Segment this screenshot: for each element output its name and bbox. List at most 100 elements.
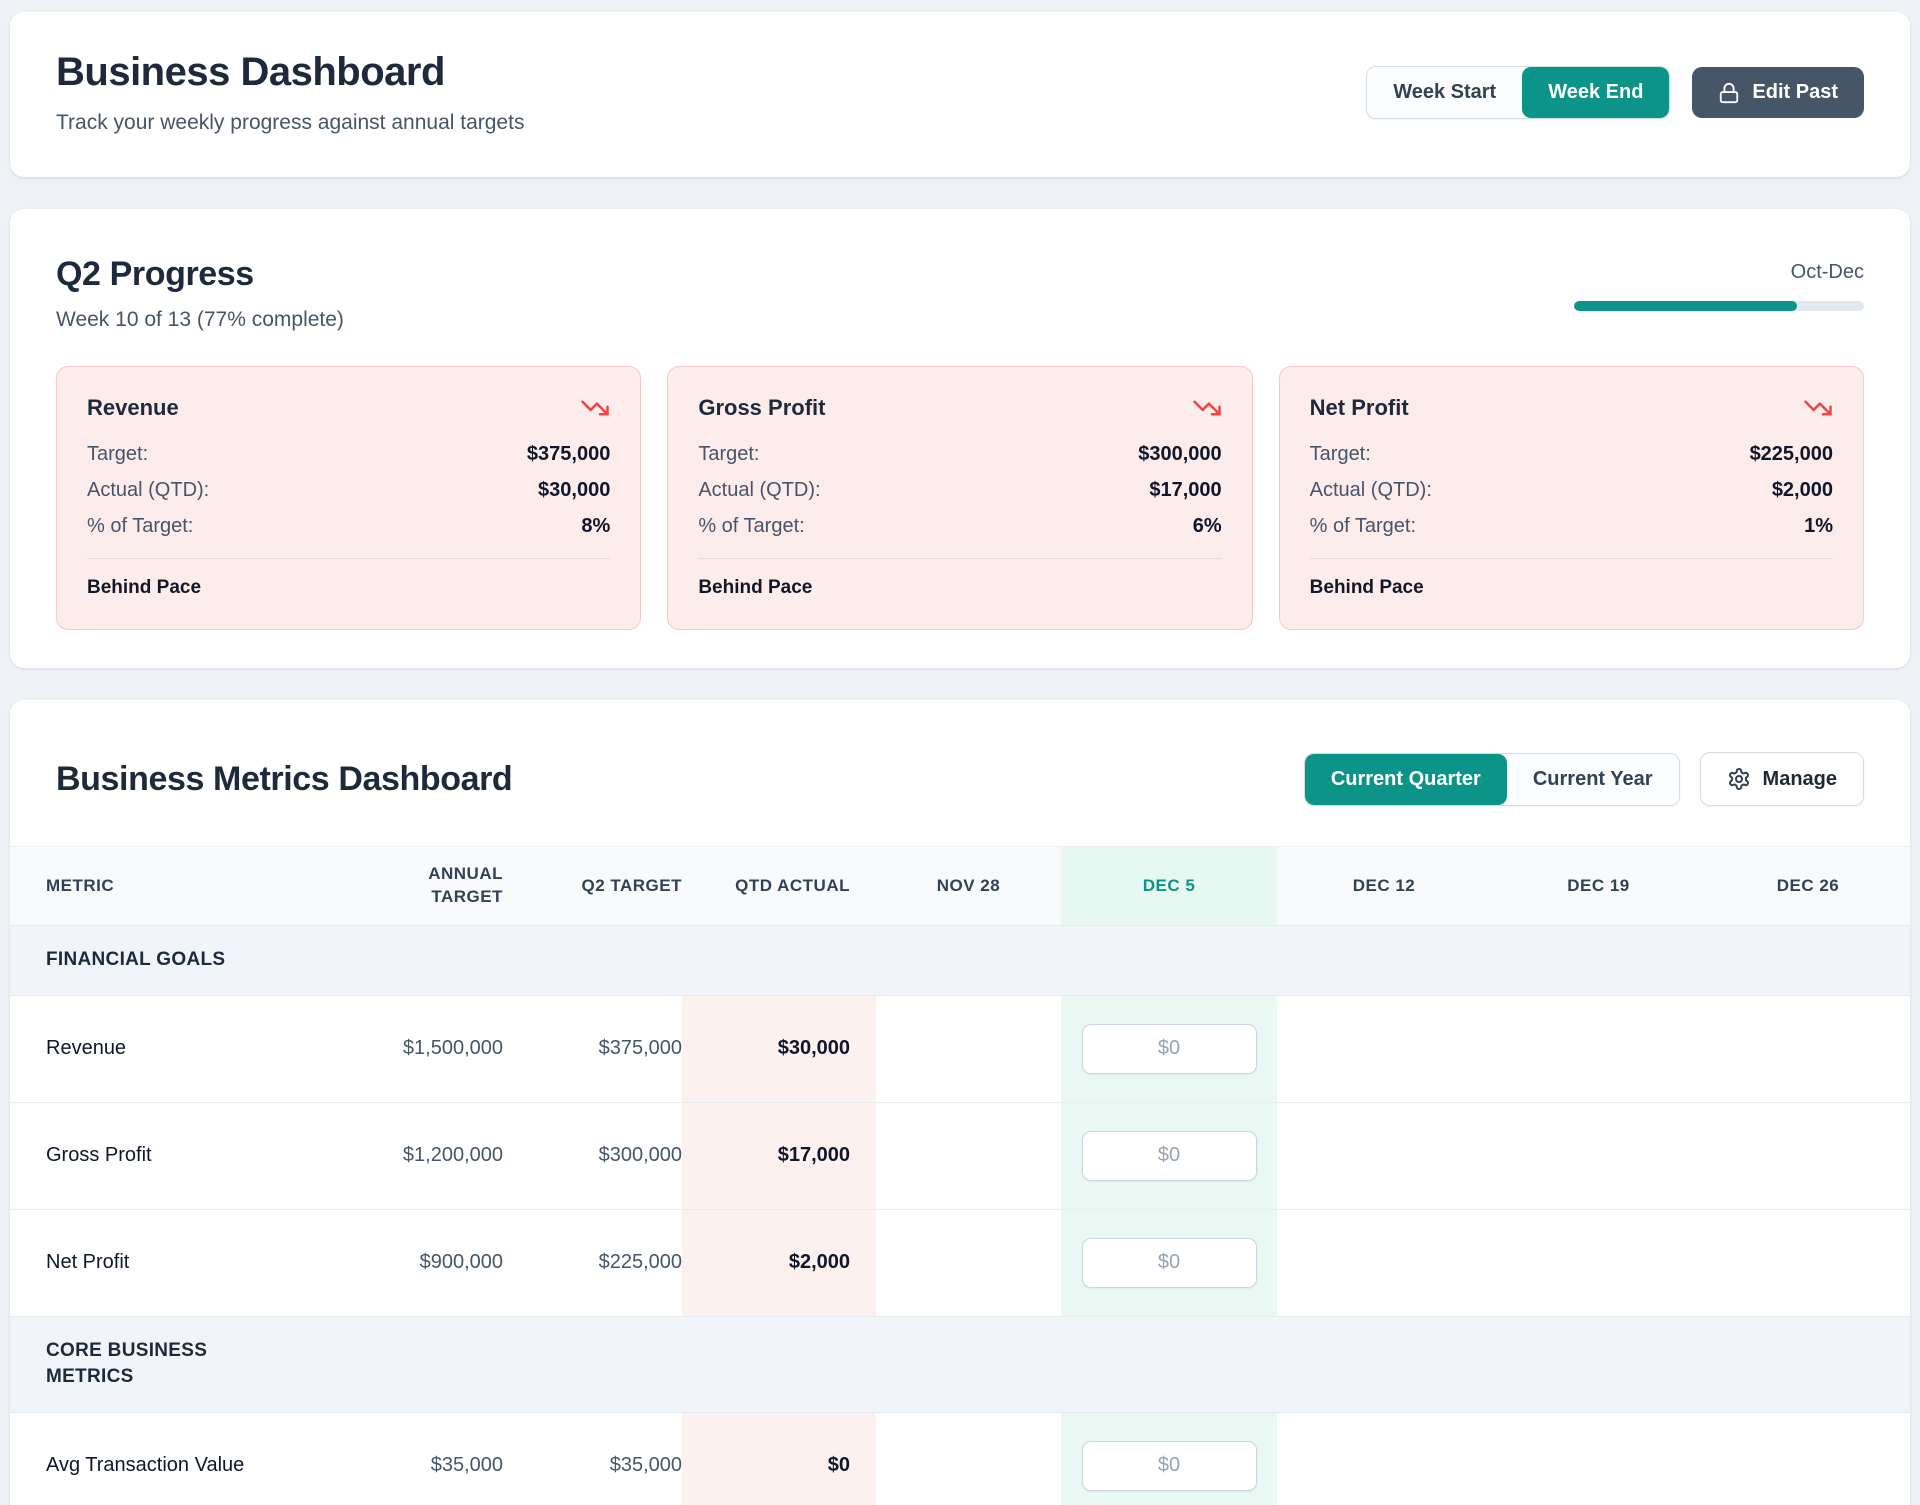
week-cell-dec-26	[1706, 996, 1910, 1102]
annual-target-cell: $35,000	[320, 1413, 503, 1505]
week-cell-dec-5	[1061, 1413, 1277, 1505]
page-title: Business Dashboard	[56, 50, 524, 95]
q2-progress-card: Q2 Progress Week 10 of 13 (77% complete)…	[10, 209, 1910, 668]
week-value-input[interactable]	[1082, 1024, 1257, 1074]
table-row: Gross Profit$1,200,000$300,000$17,000	[10, 1103, 1910, 1210]
q2-target-cell: $35,000	[503, 1413, 682, 1505]
q2-top: Q2 Progress Week 10 of 13 (77% complete)…	[56, 255, 1864, 332]
actual-label: Actual (QTD):	[1310, 479, 1432, 502]
header-metric: METRIC	[10, 875, 320, 898]
table-section-row: FINANCIAL GOALS	[10, 926, 1910, 996]
lock-icon	[1718, 82, 1740, 104]
divider	[698, 558, 1221, 559]
target-label: Target:	[698, 443, 759, 466]
actual-value: $30,000	[538, 479, 610, 502]
divider	[87, 558, 610, 559]
metric-name-cell: Avg Transaction Value	[10, 1413, 320, 1505]
metric-card-title: Gross Profit	[698, 395, 825, 421]
metric-name-cell: Net Profit	[10, 1210, 320, 1316]
target-value: $225,000	[1750, 443, 1833, 466]
week-cell-dec-19	[1491, 1103, 1706, 1209]
header-actions: Week Start Week End Edit Past	[1366, 66, 1864, 119]
q2-card-net-profit: Net Profit Target:$225,000 Actual (QTD):…	[1279, 366, 1864, 630]
table-row: Net Profit$900,000$225,000$2,000	[10, 1210, 1910, 1317]
current-year-button[interactable]: Current Year	[1507, 754, 1679, 805]
week-cell-dec-12	[1277, 1103, 1491, 1209]
week-value-input[interactable]	[1082, 1441, 1257, 1491]
metrics-head: Business Metrics Dashboard Current Quart…	[10, 700, 1910, 846]
qtd-actual-cell: $0	[682, 1413, 876, 1505]
header-text-block: Business Dashboard Track your weekly pro…	[56, 50, 524, 135]
current-quarter-button[interactable]: Current Quarter	[1305, 754, 1507, 805]
header-week-dec-26: DEC 26	[1706, 875, 1910, 898]
annual-target-cell: $1,500,000	[320, 996, 503, 1102]
week-cell-dec-5	[1061, 1103, 1277, 1209]
annual-target-cell: $900,000	[320, 1210, 503, 1316]
section-label: FINANCIAL GOALS	[46, 947, 296, 974]
week-start-button[interactable]: Week Start	[1367, 67, 1522, 118]
q2-title-block: Q2 Progress Week 10 of 13 (77% complete)	[56, 255, 344, 332]
q2-card-gross-profit: Gross Profit Target:$300,000 Actual (QTD…	[667, 366, 1252, 630]
header-week-dec-5: DEC 5	[1061, 847, 1277, 925]
week-cell-dec-26	[1706, 1413, 1910, 1505]
pct-label: % of Target:	[698, 515, 804, 538]
page-subtitle: Track your weekly progress against annua…	[56, 111, 524, 135]
trending-down-icon	[1803, 393, 1833, 423]
metric-name-cell: Revenue	[10, 996, 320, 1102]
header-week-dec-19: DEC 19	[1491, 875, 1706, 898]
q2-week-progress-text: Week 10 of 13 (77% complete)	[56, 308, 344, 332]
metrics-actions: Current Quarter Current Year Manage	[1304, 752, 1864, 806]
week-cell-nov-28	[876, 996, 1061, 1102]
manage-button[interactable]: Manage	[1700, 752, 1864, 806]
actual-value: $2,000	[1772, 479, 1833, 502]
header-annual-target: ANNUAL TARGET	[320, 863, 503, 909]
pct-label: % of Target:	[87, 515, 193, 538]
divider	[1310, 558, 1833, 559]
pct-value: 6%	[1193, 515, 1222, 538]
week-cell-dec-19	[1491, 1210, 1706, 1316]
header-q2-target: Q2 TARGET	[503, 875, 682, 898]
annual-target-cell: $1,200,000	[320, 1103, 503, 1209]
pace-status-badge: Behind Pace	[1310, 577, 1833, 599]
manage-label: Manage	[1763, 768, 1837, 791]
business-metrics-card: Business Metrics Dashboard Current Quart…	[10, 700, 1910, 1505]
actual-label: Actual (QTD):	[698, 479, 820, 502]
week-end-button[interactable]: Week End	[1522, 67, 1669, 118]
week-cell-dec-26	[1706, 1210, 1910, 1316]
table-header-row: METRIC ANNUAL TARGET Q2 TARGET QTD ACTUA…	[10, 846, 1910, 926]
q2-metric-cards: Revenue Target: $375,000 Actual (QTD): $30…	[56, 366, 1864, 630]
metrics-title: Business Metrics Dashboard	[56, 760, 512, 799]
week-value-input[interactable]	[1082, 1131, 1257, 1181]
quarter-progress-bar	[1574, 301, 1864, 311]
header-qtd-actual: QTD ACTUAL	[682, 875, 876, 898]
header-week-dec-12: DEC 12	[1277, 875, 1491, 898]
header-week-nov-28: NOV 28	[876, 875, 1061, 898]
week-cell-dec-12	[1277, 996, 1491, 1102]
metric-name-cell: Gross Profit	[10, 1103, 320, 1209]
target-value: $375,000	[527, 443, 610, 466]
qtd-actual-cell: $2,000	[682, 1210, 876, 1316]
target-label: Target:	[87, 443, 148, 466]
gear-icon	[1727, 767, 1751, 791]
week-cell-dec-12	[1277, 1210, 1491, 1316]
q2-target-cell: $300,000	[503, 1103, 682, 1209]
q2-title: Q2 Progress	[56, 255, 344, 294]
qtd-actual-cell: $30,000	[682, 996, 876, 1102]
metrics-table-body: FINANCIAL GOALS Revenue$1,500,000$375,000…	[10, 926, 1910, 1505]
pct-value: 1%	[1804, 515, 1833, 538]
edit-past-label: Edit Past	[1752, 81, 1838, 104]
metric-card-title: Revenue	[87, 395, 179, 421]
week-value-input[interactable]	[1082, 1238, 1257, 1288]
quarter-range-label: Oct-Dec	[1791, 261, 1864, 284]
section-label: CORE BUSINESS METRICS	[46, 1338, 296, 1391]
metric-card-title: Net Profit	[1310, 395, 1409, 421]
edit-past-button[interactable]: Edit Past	[1692, 67, 1864, 118]
q2-target-cell: $375,000	[503, 996, 682, 1102]
week-cell-nov-28	[876, 1103, 1061, 1209]
week-cell-dec-12	[1277, 1413, 1491, 1505]
pace-status-badge: Behind Pace	[698, 577, 1221, 599]
actual-value: $17,000	[1149, 479, 1221, 502]
pct-label: % of Target:	[1310, 515, 1416, 538]
qtd-actual-cell: $17,000	[682, 1103, 876, 1209]
trending-down-icon	[1192, 393, 1222, 423]
